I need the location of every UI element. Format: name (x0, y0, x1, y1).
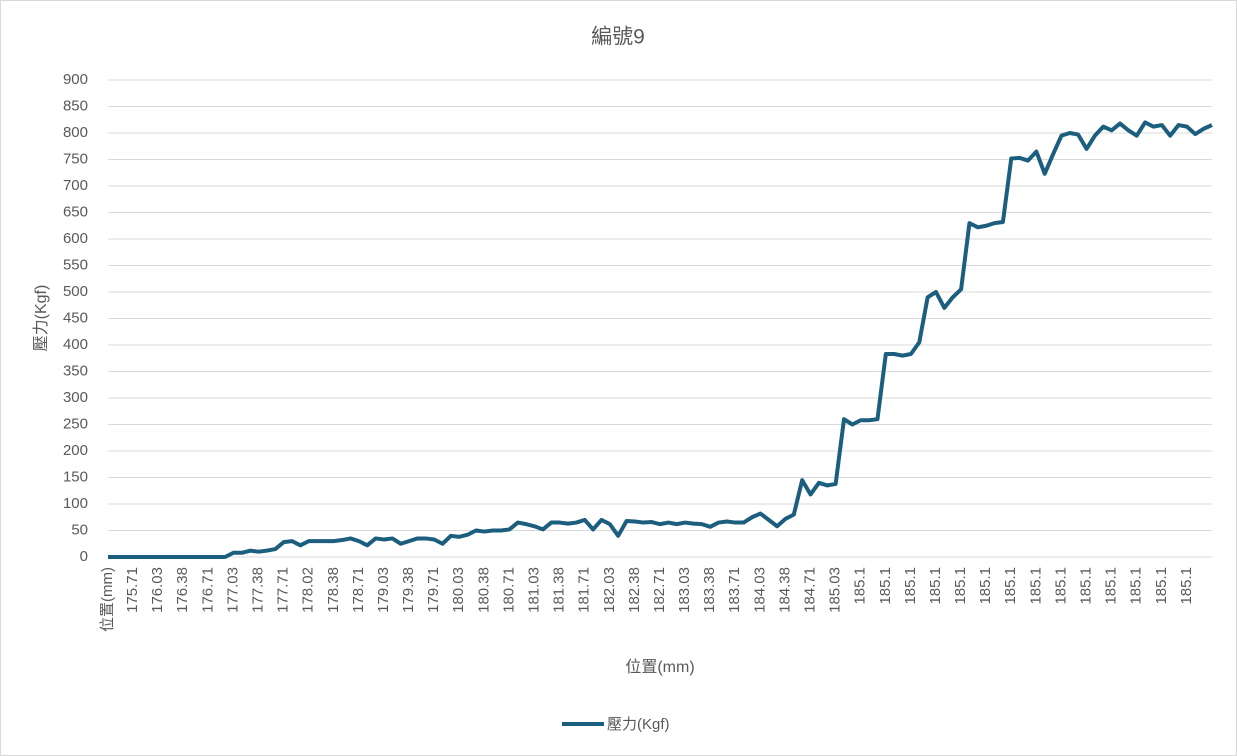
x-tick-label: 180.03 (450, 567, 467, 613)
x-tick-label: 176.38 (174, 567, 191, 613)
y-tick-label: 550 (63, 256, 88, 273)
x-tick-label: 185.1 (977, 567, 994, 605)
x-tick-label: 185.1 (1027, 567, 1044, 605)
x-tick-label: 185.1 (852, 567, 869, 605)
x-tick-label: 178.02 (300, 567, 317, 613)
x-tick-label: 182.03 (601, 567, 618, 613)
y-tick-label: 250 (63, 415, 88, 432)
x-tick-label: 179.03 (375, 567, 392, 613)
x-tick-label: 176.03 (149, 567, 166, 613)
y-axis-title: 壓力(Kgf) (32, 285, 50, 352)
x-tick-label: 183.03 (676, 567, 693, 613)
x-tick-label: 184.38 (776, 567, 793, 613)
x-tick-label: 177.38 (250, 567, 267, 613)
x-tick-label: 185.1 (952, 567, 969, 605)
x-tick-label: 178.38 (325, 567, 342, 613)
x-tick-label: 185.1 (1078, 567, 1095, 605)
x-tick-label: 185.1 (1052, 567, 1069, 605)
y-tick-label: 150 (63, 468, 88, 485)
y-tick-label: 300 (63, 389, 88, 406)
x-tick-label: 175.71 (124, 567, 141, 613)
x-tick-label: 185.1 (1128, 567, 1145, 605)
x-axis-title: 位置(mm) (625, 658, 694, 676)
x-tick-label: 177.03 (224, 567, 241, 613)
y-tick-label: 450 (63, 309, 88, 326)
x-tick-label: 位置(mm) (99, 567, 116, 632)
y-tick-label: 850 (63, 97, 88, 114)
y-tick-label: 400 (63, 336, 88, 353)
x-tick-label: 185.1 (902, 567, 919, 605)
y-tick-label: 750 (63, 150, 88, 167)
y-tick-label: 700 (63, 177, 88, 194)
y-tick-label: 800 (63, 124, 88, 141)
y-tick-label: 900 (63, 71, 88, 88)
x-tick-label: 181.71 (576, 567, 593, 613)
x-tick-label: 184.71 (802, 567, 819, 613)
y-tick-label: 350 (63, 362, 88, 379)
x-tick-label: 185.1 (1178, 567, 1195, 605)
y-tick-label: 0 (80, 548, 88, 565)
x-tick-label: 185.1 (1103, 567, 1120, 605)
y-tick-label: 600 (63, 230, 88, 247)
x-tick-label: 176.71 (199, 567, 216, 613)
x-tick-label: 177.71 (275, 567, 292, 613)
x-tick-label: 181.38 (551, 567, 568, 613)
x-tick-label: 185.03 (827, 567, 844, 613)
legend-label: 壓力(Kgf) (607, 716, 670, 733)
x-tick-label: 180.38 (475, 567, 492, 613)
x-tick-label: 183.38 (701, 567, 718, 613)
data-line (108, 120, 1213, 559)
y-tick-label: 650 (63, 203, 88, 220)
y-tick-label: 200 (63, 442, 88, 459)
x-tick-label: 179.71 (425, 567, 442, 613)
x-tick-label: 182.38 (626, 567, 643, 613)
x-tick-label: 182.71 (651, 567, 668, 613)
chart-title: 編號9 (591, 26, 645, 49)
x-tick-label: 185.1 (1153, 567, 1170, 605)
y-tick-label: 100 (63, 495, 88, 512)
x-tick-label: 180.71 (500, 567, 517, 613)
x-tick-label: 184.03 (751, 567, 768, 613)
x-tick-label: 185.1 (877, 567, 894, 605)
x-tick-label: 178.71 (350, 567, 367, 613)
x-tick-label: 185.1 (1002, 567, 1019, 605)
y-tick-label: 500 (63, 283, 88, 300)
x-tick-label: 181.03 (526, 567, 543, 613)
x-tick-label: 185.1 (927, 567, 944, 605)
y-tick-label: 50 (71, 521, 88, 538)
x-tick-label: 183.71 (726, 567, 743, 613)
x-tick-label: 179.38 (400, 567, 417, 613)
